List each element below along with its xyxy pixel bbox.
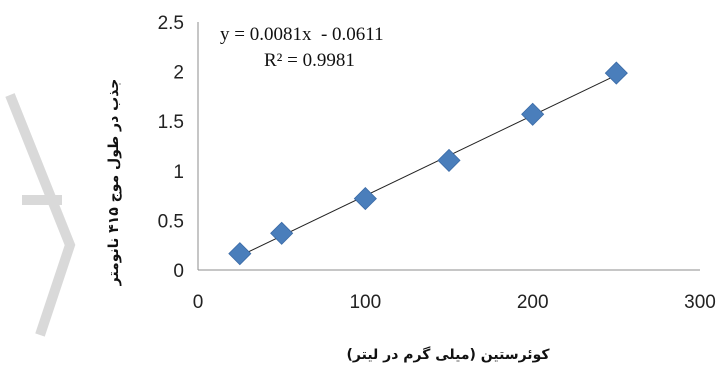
data-point [353,187,377,211]
x-tick-labels: 0 100 200 300 [193,292,716,313]
y-tick-label: 2 [173,63,184,84]
y-tick-label: 1 [173,162,184,183]
trendline-equation: y = 0.0081x - 0.0611 [220,24,384,45]
y-tick-label: 0 [173,261,184,282]
y-axis-label: جذب در طول موج ۴۱۵ نانومتر [106,79,122,287]
data-point [437,148,461,172]
data-point [228,242,252,266]
watermark-logo [5,93,76,337]
y-tick-label: 2.5 [158,13,184,34]
y-tick-label: 0.5 [158,211,184,232]
y-tick-labels: 0 0.5 1 1.5 2 2.5 [158,13,184,282]
x-axis-label: کوئرستین (میلی گرم در لیتر) [347,346,551,363]
x-tick-label: 0 [193,292,204,313]
data-point [604,61,628,85]
x-tick-label: 300 [684,292,716,313]
data-point [521,102,545,126]
r-squared-label: R² = 0.9981 [264,50,355,71]
x-tick-label: 200 [517,292,549,313]
y-tick-label: 1.5 [158,112,184,133]
data-points [228,61,628,266]
plot-area: 0 0.5 1 1.5 2 2.5 0 100 200 300 [158,13,716,313]
x-tick-label: 100 [349,292,381,313]
trendline [239,74,617,257]
data-point [270,221,294,245]
